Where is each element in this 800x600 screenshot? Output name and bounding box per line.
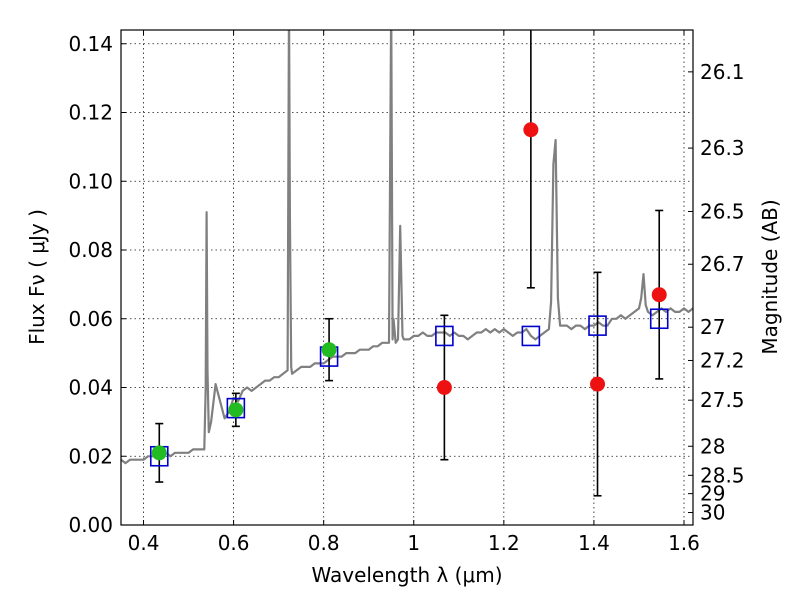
mag-tick-label: 29 [700, 482, 725, 506]
y-tick-label: 0.06 [68, 307, 113, 331]
x-tick-label: 1 [407, 531, 420, 555]
model-point [521, 325, 541, 347]
observed-point [151, 445, 167, 461]
x-tick-label: 1.6 [668, 531, 700, 555]
observed-point [590, 376, 606, 392]
mag-tick-label: 26.5 [700, 199, 745, 223]
x-tick-label: 0.8 [308, 531, 340, 555]
mag-tick-label: 27 [700, 315, 725, 339]
y-tick-label: 0.02 [68, 444, 113, 468]
y-tick-label: 0.00 [68, 513, 113, 537]
x-axis-label: Wavelength λ (μm) [311, 563, 502, 587]
plot-frame [120, 29, 694, 526]
observed-point [523, 122, 539, 138]
y-tick-label: 0.12 [68, 101, 113, 125]
observed-point [228, 402, 244, 418]
x-tick-label: 1.4 [578, 531, 610, 555]
mag-tick-label: 27.2 [700, 348, 745, 372]
y-axis-label: Flux Fν ( μJy ) [25, 209, 49, 345]
model-point [649, 308, 669, 330]
mag-tick-label: 27.5 [700, 388, 745, 412]
mag-tick-label: 28 [700, 434, 725, 458]
x-tick-label: 1.2 [488, 531, 520, 555]
observed-point [651, 287, 667, 303]
spectrum-line [121, 30, 693, 465]
magnitude-axis-label: Magnitude (AB) [758, 199, 782, 354]
mag-tick-label: 26.7 [700, 252, 745, 276]
markers [149, 30, 669, 497]
observed-point [436, 380, 452, 395]
plot-content [121, 30, 693, 465]
model-point [226, 397, 246, 419]
ticks: 0.4 0.6 0.8 1 1.2 1.4 1.6 0.00 0.02 0.04 0.06 0.08 0… [68, 30, 745, 555]
x-tick-label: 0.4 [128, 531, 160, 555]
mag-tick-label: 26.1 [700, 60, 745, 84]
model-point [588, 315, 607, 336]
y-tick-label: 0.14 [68, 32, 113, 56]
mag-tick-label: 28.5 [700, 463, 745, 487]
mag-tick-label: 30 [700, 501, 725, 525]
model-point [435, 325, 454, 347]
observed-point [321, 342, 337, 358]
y-tick-label: 0.04 [68, 376, 113, 400]
mag-tick-label: 26.3 [700, 136, 745, 160]
y-tick-label: 0.10 [68, 169, 113, 193]
x-tick-label: 0.6 [218, 531, 250, 555]
y-tick-label: 0.08 [68, 238, 113, 262]
